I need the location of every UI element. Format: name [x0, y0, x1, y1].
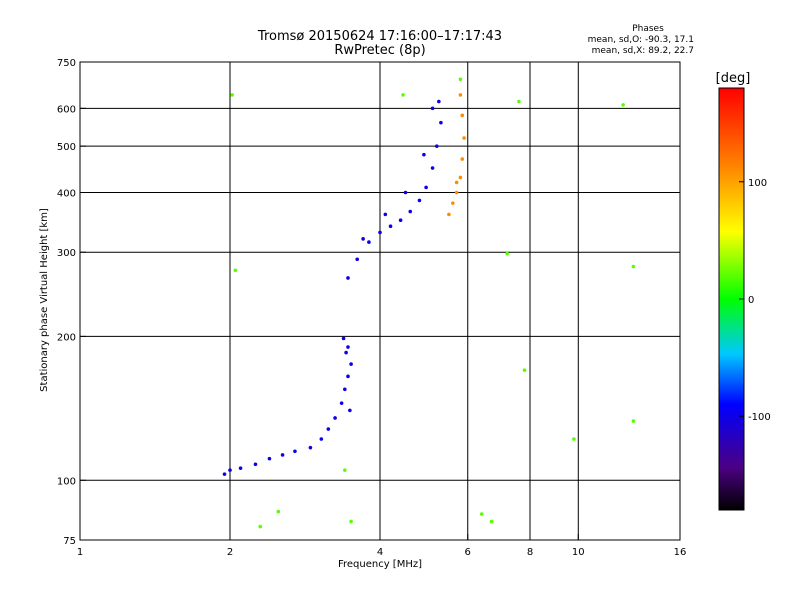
y-tick-label: 600	[57, 104, 76, 115]
data-point	[454, 180, 459, 185]
data-point	[378, 230, 382, 235]
colorbar-tick-label: 0	[748, 295, 754, 306]
y-tick-label: 75	[63, 536, 76, 547]
data-point	[479, 512, 484, 516]
data-point	[343, 468, 347, 472]
data-point	[361, 237, 365, 241]
colorbar-tick-label: -100	[748, 412, 771, 423]
data-point	[621, 103, 625, 107]
data-point	[631, 419, 636, 423]
data-point	[434, 144, 439, 148]
data-point	[293, 449, 297, 454]
data-point	[454, 190, 459, 195]
data-point	[230, 93, 234, 97]
data-point	[458, 77, 463, 82]
data-point	[319, 437, 324, 441]
data-point	[383, 212, 388, 217]
phases-legend-x: mean, sd,X: 89.2, 22.7	[592, 46, 694, 56]
phases-legend-o: mean, sd,O: -90.3, 17.1	[588, 35, 694, 45]
data-point	[403, 190, 408, 195]
x-tick-label: 8	[527, 547, 533, 558]
data-point	[349, 362, 353, 366]
data-point	[276, 509, 281, 514]
x-tick-label: 16	[674, 547, 687, 558]
y-tick-label: 200	[57, 332, 76, 343]
data-point	[348, 408, 352, 413]
x-axis-label: Frequency [MHz]	[338, 559, 422, 570]
data-point	[631, 264, 636, 269]
y-tick-label: 400	[57, 188, 76, 199]
data-point	[343, 387, 347, 392]
data-point	[430, 166, 435, 170]
data-point	[341, 336, 346, 341]
phases-legend-title: Phases	[632, 24, 664, 34]
chart-subtitle: RwPretec (8p)	[334, 43, 425, 58]
data-point	[233, 268, 238, 273]
colorbar-label: [deg]	[716, 71, 751, 86]
data-point	[258, 524, 263, 529]
data-point	[462, 136, 466, 140]
data-point	[238, 466, 243, 470]
y-tick-label: 750	[57, 58, 76, 69]
data-point	[417, 198, 422, 203]
axis-ticks: 1 2 4 6 8 10 16 75 100 200 300 400 500 600 750	[57, 58, 686, 558]
data-point	[346, 374, 350, 379]
data-point	[489, 519, 494, 524]
data-point	[339, 401, 344, 405]
grid-lines	[80, 62, 680, 540]
data-point	[408, 209, 413, 214]
data-point	[439, 120, 443, 125]
data-point	[447, 212, 451, 217]
data-point	[401, 93, 405, 97]
data-point	[460, 157, 465, 161]
data-point	[344, 350, 348, 355]
data-point	[280, 453, 285, 457]
data-point	[422, 152, 426, 157]
data-point	[222, 472, 227, 476]
x-tick-label: 4	[377, 547, 383, 558]
data-point	[367, 240, 371, 244]
colorbar-tick-label: 100	[748, 178, 767, 189]
data-point	[355, 257, 359, 262]
data-points	[222, 77, 636, 529]
chart-title: Tromsø 20150624 17:16:00–17:17:43	[257, 29, 502, 44]
data-point	[458, 175, 463, 180]
y-axis-label: Stationary phase Virtual Height [km]	[39, 208, 50, 392]
data-point	[346, 345, 350, 349]
data-point	[572, 437, 576, 441]
data-point	[346, 276, 350, 280]
data-point	[460, 113, 465, 118]
data-point	[253, 462, 258, 467]
data-point	[333, 416, 337, 420]
y-tick-label: 500	[57, 142, 76, 153]
data-point	[451, 201, 455, 205]
data-point	[349, 519, 353, 524]
data-point	[517, 99, 521, 104]
x-tick-label: 10	[572, 547, 585, 558]
data-point	[228, 468, 232, 472]
data-point	[437, 99, 441, 104]
data-point	[398, 218, 403, 223]
data-point	[424, 185, 428, 190]
data-point	[267, 456, 272, 461]
data-point	[308, 445, 313, 450]
y-tick-label: 100	[57, 476, 76, 487]
data-point	[388, 224, 393, 229]
data-point	[430, 106, 435, 111]
x-tick-label: 2	[227, 547, 233, 558]
data-point	[326, 427, 331, 431]
x-tick-label: 6	[465, 547, 471, 558]
data-point	[458, 93, 463, 97]
x-tick-label: 1	[77, 547, 83, 558]
y-tick-label: 300	[57, 248, 76, 259]
colorbar-ticks: 100 0 -100	[739, 178, 771, 423]
data-point	[522, 368, 527, 372]
data-point	[505, 251, 509, 256]
